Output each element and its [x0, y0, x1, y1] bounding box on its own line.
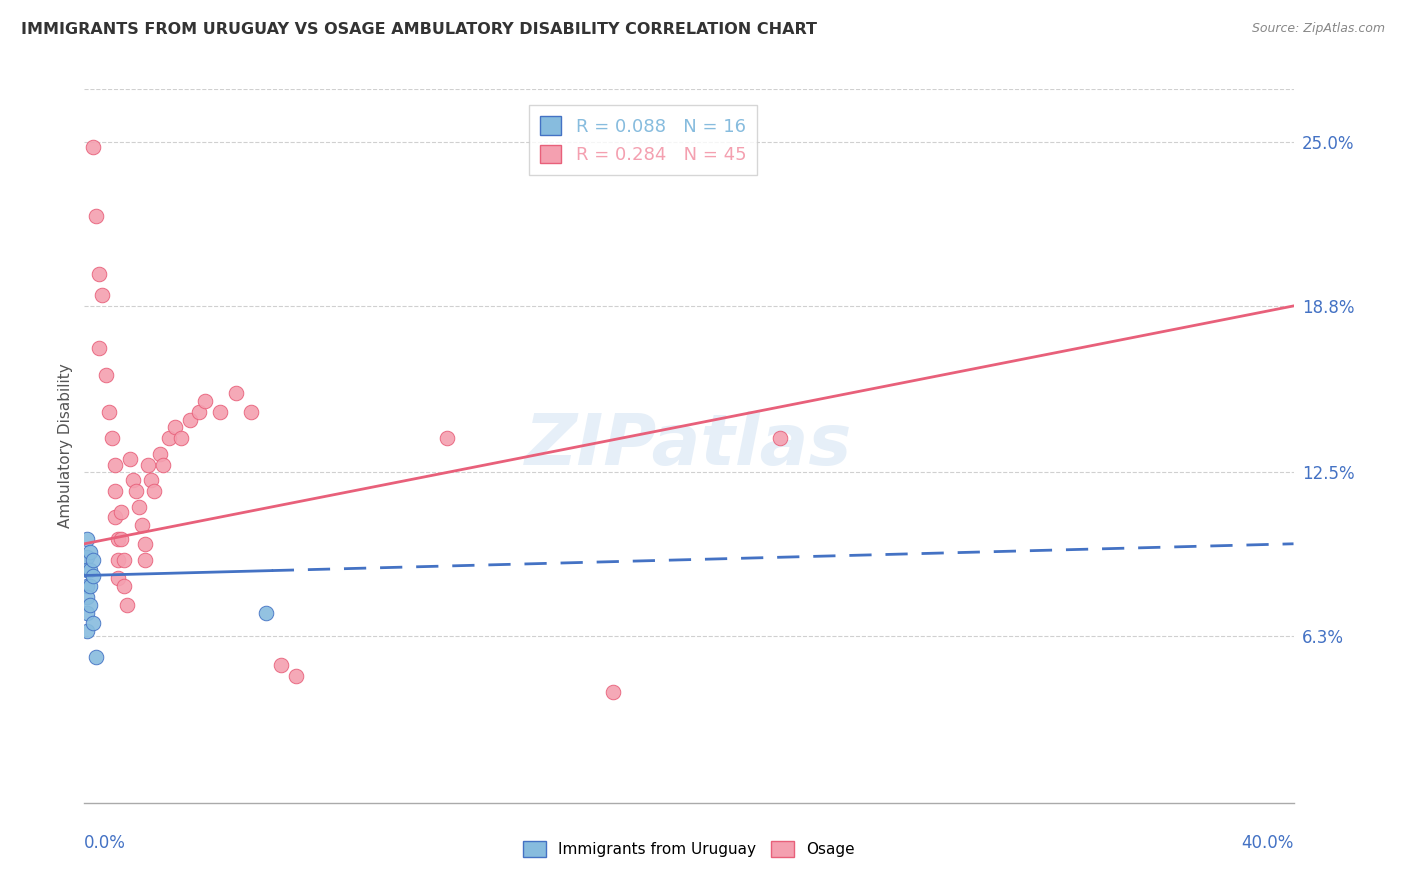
- Text: IMMIGRANTS FROM URUGUAY VS OSAGE AMBULATORY DISABILITY CORRELATION CHART: IMMIGRANTS FROM URUGUAY VS OSAGE AMBULAT…: [21, 22, 817, 37]
- Point: [225, 386, 247, 401]
- Point: [239, 404, 262, 418]
- Point: [82, 568, 104, 582]
- Point: [79, 598, 101, 612]
- Point: [100, 431, 122, 445]
- Point: [79, 579, 101, 593]
- Point: [79, 563, 101, 577]
- Point: [157, 431, 180, 445]
- Point: [89, 267, 111, 281]
- Text: 0.0%: 0.0%: [84, 834, 127, 852]
- Point: [139, 474, 162, 488]
- Point: [128, 500, 150, 514]
- Point: [112, 552, 135, 566]
- Point: [188, 404, 211, 418]
- Text: 40.0%: 40.0%: [1241, 834, 1294, 852]
- Point: [107, 532, 129, 546]
- Point: [104, 458, 127, 472]
- Point: [170, 431, 193, 445]
- Legend: Immigrants from Uruguay, Osage: Immigrants from Uruguay, Osage: [517, 835, 860, 863]
- Point: [94, 368, 117, 382]
- Point: [209, 404, 232, 418]
- Point: [152, 458, 174, 472]
- Point: [134, 552, 156, 566]
- Point: [82, 552, 104, 566]
- Point: [149, 447, 172, 461]
- Point: [76, 532, 98, 546]
- Point: [436, 431, 458, 445]
- Point: [115, 598, 138, 612]
- Point: [86, 650, 108, 665]
- Point: [89, 341, 111, 355]
- Point: [76, 563, 98, 577]
- Point: [179, 412, 201, 426]
- Point: [134, 537, 156, 551]
- Point: [142, 483, 165, 498]
- Y-axis label: Ambulatory Disability: Ambulatory Disability: [58, 364, 73, 528]
- Point: [194, 394, 217, 409]
- Point: [82, 616, 104, 631]
- Point: [136, 458, 159, 472]
- Point: [82, 140, 104, 154]
- Point: [76, 590, 98, 604]
- Point: [110, 505, 132, 519]
- Point: [285, 669, 308, 683]
- Point: [131, 518, 153, 533]
- Point: [165, 420, 187, 434]
- Point: [104, 510, 127, 524]
- Point: [107, 552, 129, 566]
- Point: [76, 606, 98, 620]
- Point: [91, 288, 114, 302]
- Point: [110, 532, 132, 546]
- Text: ZIPatlas: ZIPatlas: [526, 411, 852, 481]
- Point: [769, 431, 792, 445]
- Point: [107, 571, 129, 585]
- Point: [118, 452, 141, 467]
- Text: Source: ZipAtlas.com: Source: ZipAtlas.com: [1251, 22, 1385, 36]
- Point: [79, 545, 101, 559]
- Point: [76, 579, 98, 593]
- Point: [602, 685, 624, 699]
- Point: [112, 579, 135, 593]
- Point: [86, 209, 108, 223]
- Point: [97, 404, 120, 418]
- Point: [254, 606, 277, 620]
- Point: [104, 483, 127, 498]
- Point: [121, 474, 143, 488]
- Point: [76, 624, 98, 638]
- Point: [125, 483, 148, 498]
- Point: [76, 549, 98, 564]
- Point: [270, 658, 292, 673]
